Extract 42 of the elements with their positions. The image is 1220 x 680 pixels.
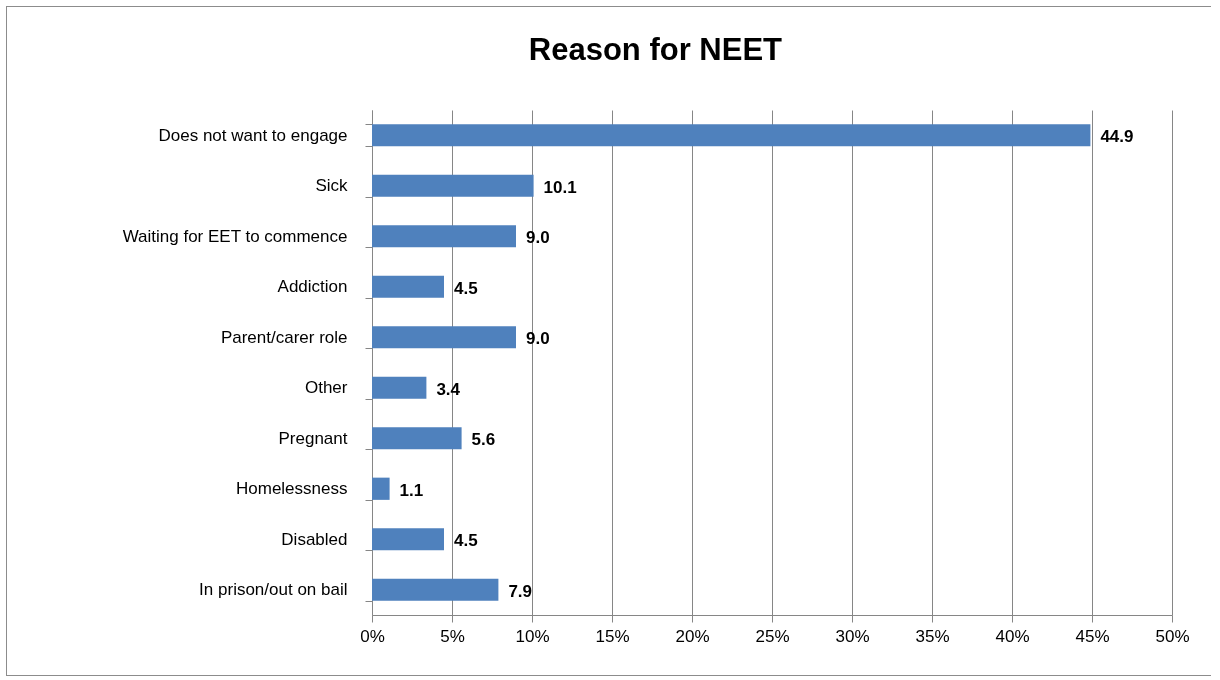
bar — [372, 477, 390, 500]
bar — [372, 124, 1091, 147]
y-tick-label: Sick — [315, 176, 348, 196]
x-tick-label: 20% — [675, 626, 710, 646]
data-label: 1.1 — [399, 480, 424, 500]
bar — [372, 326, 516, 349]
bar — [372, 578, 499, 601]
x-tick-label: 10% — [515, 626, 550, 646]
y-tick-label: In prison/out on bail — [199, 580, 348, 600]
x-tick-label: 5% — [440, 626, 465, 646]
y-tick-label: Other — [304, 378, 348, 398]
chart-title: Reason for NEET — [528, 32, 783, 67]
y-tick-label: Waiting for EET to commence — [122, 226, 348, 246]
data-label: 10.1 — [543, 177, 577, 197]
data-label: 4.5 — [454, 278, 478, 298]
bar — [372, 376, 427, 399]
bar — [372, 174, 534, 197]
data-label: 9.0 — [526, 329, 550, 349]
data-label: 5.6 — [471, 430, 496, 450]
y-tick-label: Does not want to engage — [158, 125, 348, 145]
y-tick-label: Homelessness — [236, 479, 348, 499]
x-tick-label: 30% — [835, 626, 870, 646]
x-tick-label: 40% — [995, 626, 1030, 646]
x-tick-label: 0% — [360, 626, 385, 646]
data-label: 4.5 — [454, 531, 478, 551]
y-tick-label: Addiction — [277, 277, 348, 297]
x-tick-label: 15% — [595, 626, 630, 646]
x-tick-label: 25% — [755, 626, 790, 646]
bar — [372, 225, 516, 248]
data-label: 44.9 — [1100, 127, 1134, 147]
y-tick-label: Pregnant — [278, 428, 348, 448]
x-tick-label: 50% — [1155, 626, 1190, 646]
data-label: 9.0 — [526, 228, 550, 248]
data-label: 7.9 — [508, 581, 533, 601]
bar — [372, 275, 444, 298]
data-label: 3.4 — [436, 379, 461, 399]
y-tick-label: Disabled — [281, 529, 348, 549]
y-tick-label: Parent/carer role — [220, 327, 348, 347]
bar — [372, 427, 462, 450]
x-tick-label: 35% — [915, 626, 950, 646]
bar — [372, 528, 444, 551]
x-tick-label: 45% — [1075, 626, 1110, 646]
